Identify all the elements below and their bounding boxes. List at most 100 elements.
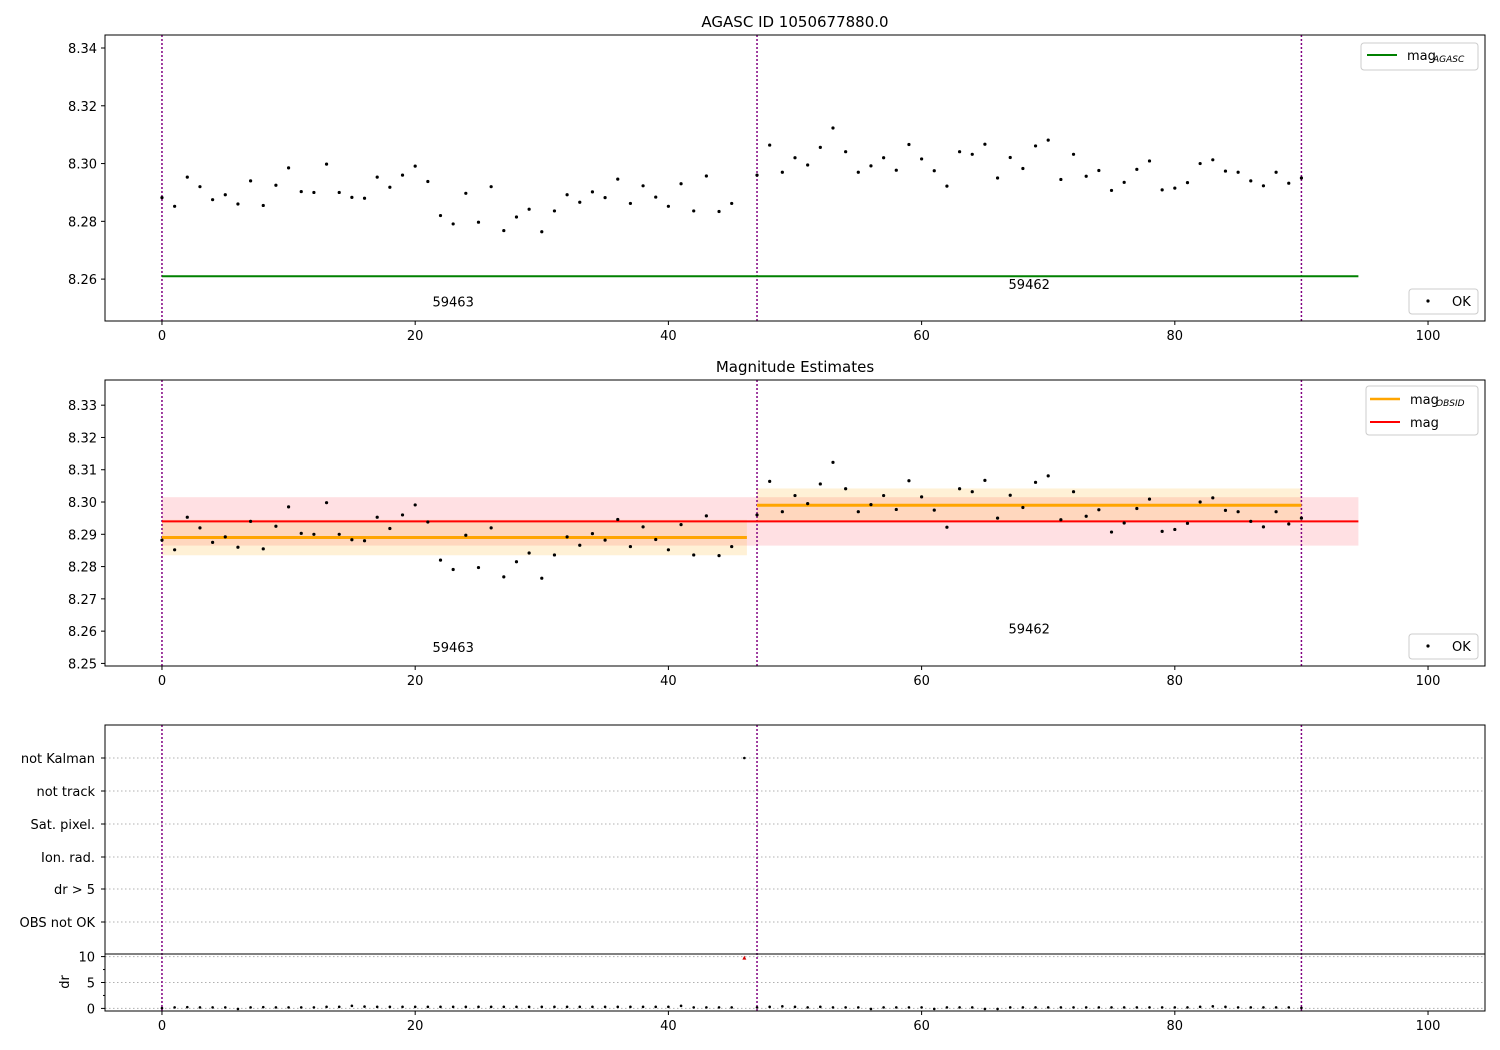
estimates-y-tick-label: 8.28 xyxy=(68,561,97,576)
estimates-y-tick-label: 8.25 xyxy=(68,657,97,672)
dr-data-point xyxy=(249,1006,252,1009)
dr-data-point xyxy=(299,1006,303,1009)
dr-data-point xyxy=(1160,1006,1164,1009)
dr-data-point xyxy=(781,1005,784,1008)
agasc-data-point xyxy=(768,143,772,147)
estimates-data-point xyxy=(1147,497,1152,501)
agasc-data-point xyxy=(299,189,303,194)
dr-data-point xyxy=(1274,1006,1278,1009)
dr-data-point xyxy=(489,1005,493,1009)
agasc-data-point xyxy=(603,196,607,200)
dr-data-point xyxy=(844,1006,847,1009)
dr-data-point xyxy=(894,1006,898,1009)
agasc-data-point xyxy=(1147,159,1152,163)
estimates-data-point xyxy=(957,487,962,491)
agasc-data-point xyxy=(426,179,430,184)
agasc-data-point xyxy=(464,191,468,195)
agasc-panel: AGASC ID 1050677880.0 8.268.288.308.328.… xyxy=(68,13,1486,344)
estimates-ok-legend-label: OK xyxy=(1452,640,1471,655)
agasc-data-point xyxy=(274,183,278,187)
dr-data-point xyxy=(1249,1006,1253,1009)
agasc-data-point xyxy=(717,209,721,214)
agasc-data-point xyxy=(654,195,658,199)
estimates-data-point xyxy=(413,503,417,507)
dr-data-point xyxy=(1198,1005,1202,1009)
agasc-data-point xyxy=(236,202,240,206)
estimates-data-point xyxy=(236,545,240,549)
estimates-axis-ticks: 8.25 8.26 8.27 8.28 8.29 8.30 8.31 8.32 8.33 0 20 4… xyxy=(68,399,1440,689)
dr-data-point xyxy=(211,1006,214,1009)
dr-data-point xyxy=(565,1005,569,1009)
agasc-data-point xyxy=(438,213,443,218)
agasc-data-point xyxy=(211,198,215,202)
agasc-axis-ticks: 8.26 8.28 8.30 8.32 8.34 0 20 40 60 80 100 xyxy=(68,42,1440,344)
agasc-data-point xyxy=(565,193,569,197)
dr-data-point xyxy=(477,1005,480,1009)
agasc-data-point xyxy=(514,215,519,219)
estimates-data-point xyxy=(1071,490,1076,494)
agasc-data-point xyxy=(793,156,797,160)
agasc-data-point xyxy=(894,168,898,172)
agasc-data-point xyxy=(248,179,253,183)
agasc-obsid-label-59462: 59462 xyxy=(1009,278,1050,293)
agasc-data-point xyxy=(970,152,974,156)
agasc-data-point xyxy=(920,157,924,161)
dr-data-point xyxy=(401,1005,404,1009)
agasc-data-point xyxy=(755,173,759,177)
estimates-data-point xyxy=(578,543,582,547)
dr-axis-label: dr xyxy=(58,975,73,989)
dr-data-point xyxy=(198,1006,202,1009)
estimates-data-point xyxy=(616,517,620,522)
agasc-data-point xyxy=(1122,180,1126,184)
estimates-data-point xyxy=(882,493,886,498)
estimates-data-point xyxy=(464,533,468,537)
estimates-data-point xyxy=(590,532,595,536)
estimates-data-point xyxy=(223,535,227,539)
agasc-data-point xyxy=(540,230,544,234)
flag-label: not track xyxy=(36,785,95,800)
agasc-data-point xyxy=(223,193,227,197)
estimates-data-point xyxy=(793,493,797,498)
estimates-plot-frame xyxy=(104,379,1486,667)
agasc-legend: mag AGASC xyxy=(1360,42,1479,71)
dr-data-point xyxy=(932,1007,936,1011)
agasc-data-point xyxy=(286,166,291,170)
dr-data-point xyxy=(945,1006,949,1009)
agasc-data-point xyxy=(995,176,1000,180)
dr-data-point xyxy=(439,1005,442,1009)
agasc-data-point xyxy=(1249,179,1253,183)
estimates-data-point xyxy=(869,503,873,507)
agasc-data-point xyxy=(983,142,987,146)
estimates-data-point xyxy=(1122,521,1126,525)
agasc-data-point xyxy=(666,204,670,208)
estimates-data-point xyxy=(438,558,443,562)
agasc-y-tick-label: 8.30 xyxy=(68,158,97,173)
dr-data-point xyxy=(641,1005,645,1009)
agasc-x-tick-label: 40 xyxy=(660,329,677,344)
dr-data-point xyxy=(882,1006,885,1009)
dr-data-point xyxy=(1008,1006,1012,1009)
dr-data-point xyxy=(261,1005,265,1009)
dr-y-tick-label: 10 xyxy=(78,951,95,966)
dr-data-point xyxy=(629,1005,632,1009)
estimates-data-point xyxy=(970,490,974,494)
agasc-y-tick-label: 8.26 xyxy=(68,273,97,288)
flags-x-tick-label: 60 xyxy=(913,1019,930,1034)
estimates-obsid-label-59462: 59462 xyxy=(1009,622,1050,637)
agasc-data-point xyxy=(312,190,316,195)
flags-x-tick-label: 80 xyxy=(1167,1019,1184,1034)
estimates-data-point xyxy=(160,538,164,542)
agasc-data-point xyxy=(932,169,936,173)
estimates-data-point xyxy=(1084,514,1088,518)
agasc-data-point xyxy=(907,142,911,147)
agasc-data-point xyxy=(704,174,708,178)
flags-axis-ticks: not Kalman not track Sat. pixel. Ion. rad. d… xyxy=(20,752,1441,1034)
estimates-data-point xyxy=(780,510,784,514)
dr-data-point xyxy=(1300,1006,1303,1010)
flags-x-tick-label: 0 xyxy=(158,1019,166,1034)
agasc-data-point xyxy=(502,228,506,233)
dr-data-point xyxy=(274,1006,278,1009)
dr-data-point xyxy=(464,1005,468,1009)
agasc-legend-subscript: AGASC xyxy=(1432,55,1465,65)
estimates-data-layer xyxy=(160,380,1359,666)
